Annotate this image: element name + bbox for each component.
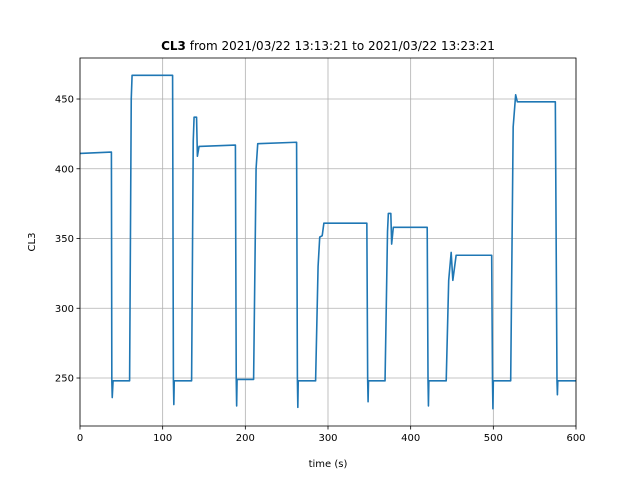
chart-title: CL3 from 2021/03/22 13:13:21 to 2021/03/… bbox=[161, 39, 495, 53]
x-tick-label: 500 bbox=[484, 433, 503, 444]
x-tick-label: 400 bbox=[401, 433, 420, 444]
plot-area: 0 100 200 300 400 500 600 250 300 350 400 450 bbox=[55, 57, 586, 444]
y-tick-label: 450 bbox=[55, 95, 74, 106]
y-tick-label: 350 bbox=[55, 234, 74, 245]
x-tick-label: 100 bbox=[153, 433, 172, 444]
data-line bbox=[79, 74, 576, 410]
x-axis-label: time (s) bbox=[309, 459, 348, 470]
x-tick-label: 0 bbox=[77, 433, 83, 444]
y-tick-label: 300 bbox=[55, 304, 74, 315]
title-bold: CL3 bbox=[161, 39, 186, 53]
title-text: from 2021/03/22 13:13:21 to 2021/03/22 1… bbox=[190, 39, 495, 53]
axes-frame bbox=[79, 57, 577, 427]
x-tick-label: 300 bbox=[318, 433, 337, 444]
y-tick-label: 400 bbox=[55, 164, 74, 175]
y-axis-label: CL3 bbox=[27, 233, 38, 252]
y-tick-label: 250 bbox=[55, 374, 74, 385]
x-tick-label: 600 bbox=[566, 433, 585, 444]
x-tick-label: 200 bbox=[236, 433, 255, 444]
